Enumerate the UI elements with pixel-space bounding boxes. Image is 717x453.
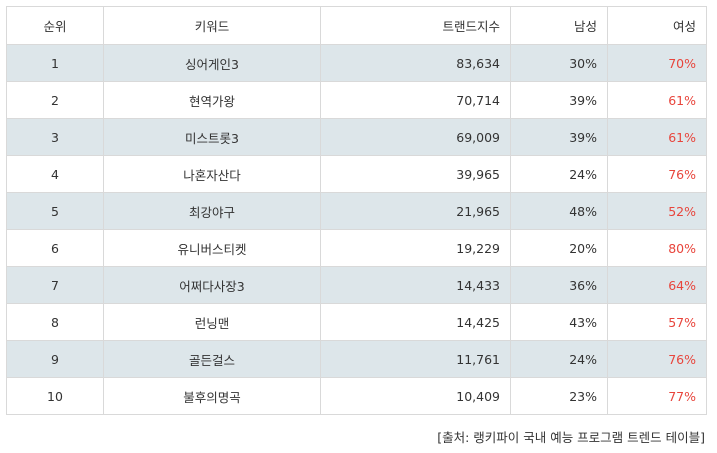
cell-female: 64% — [607, 266, 707, 304]
cell-male: 43% — [510, 303, 608, 341]
header-male: 남성 — [510, 6, 608, 45]
header-row: 순위 키워드 트랜드지수 남성 여성 — [6, 6, 707, 45]
table-row: 6 유니버스티켓 19,229 20% 80% — [6, 229, 707, 267]
cell-male: 20% — [510, 229, 608, 267]
table-row: 10 불후의명곡 10,409 23% 77% — [6, 377, 707, 415]
cell-male: 24% — [510, 340, 608, 378]
cell-keyword: 싱어게인3 — [103, 44, 321, 82]
table-row: 2 현역가왕 70,714 39% 61% — [6, 81, 707, 119]
trend-table: 순위 키워드 트랜드지수 남성 여성 1 싱어게인3 83,634 30% 70… — [6, 6, 707, 415]
cell-trend-index: 70,714 — [320, 81, 511, 119]
cell-rank: 6 — [6, 229, 104, 267]
cell-male: 39% — [510, 118, 608, 156]
cell-female: 76% — [607, 340, 707, 378]
cell-rank: 4 — [6, 155, 104, 193]
cell-trend-index: 14,433 — [320, 266, 511, 304]
table-row: 7 어쩌다사장3 14,433 36% 64% — [6, 266, 707, 304]
cell-rank: 5 — [6, 192, 104, 230]
cell-female: 57% — [607, 303, 707, 341]
cell-rank: 10 — [6, 377, 104, 415]
table-row: 9 골든걸스 11,761 24% 76% — [6, 340, 707, 378]
cell-male: 39% — [510, 81, 608, 119]
cell-rank: 8 — [6, 303, 104, 341]
cell-trend-index: 11,761 — [320, 340, 511, 378]
cell-keyword: 현역가왕 — [103, 81, 321, 119]
table-body: 1 싱어게인3 83,634 30% 70% 2 현역가왕 70,714 39%… — [6, 44, 707, 415]
cell-trend-index: 10,409 — [320, 377, 511, 415]
table-row: 1 싱어게인3 83,634 30% 70% — [6, 44, 707, 82]
table-row: 5 최강야구 21,965 48% 52% — [6, 192, 707, 230]
cell-rank: 3 — [6, 118, 104, 156]
cell-trend-index: 83,634 — [320, 44, 511, 82]
cell-trend-index: 19,229 — [320, 229, 511, 267]
cell-keyword: 유니버스티켓 — [103, 229, 321, 267]
cell-keyword: 나혼자산다 — [103, 155, 321, 193]
cell-rank: 9 — [6, 340, 104, 378]
table-row: 4 나혼자산다 39,965 24% 76% — [6, 155, 707, 193]
cell-male: 36% — [510, 266, 608, 304]
cell-keyword: 골든걸스 — [103, 340, 321, 378]
header-female: 여성 — [607, 6, 707, 45]
cell-female: 76% — [607, 155, 707, 193]
table-header: 순위 키워드 트랜드지수 남성 여성 — [6, 6, 707, 45]
cell-keyword: 불후의명곡 — [103, 377, 321, 415]
cell-male: 23% — [510, 377, 608, 415]
source-caption: [출처: 랭키파이 국내 예능 프로그램 트렌드 테이블] — [437, 430, 705, 445]
cell-female: 61% — [607, 81, 707, 119]
cell-female: 80% — [607, 229, 707, 267]
cell-keyword: 런닝맨 — [103, 303, 321, 341]
cell-trend-index: 69,009 — [320, 118, 511, 156]
cell-female: 77% — [607, 377, 707, 415]
cell-male: 24% — [510, 155, 608, 193]
trend-table-container: 순위 키워드 트랜드지수 남성 여성 1 싱어게인3 83,634 30% 70… — [6, 6, 707, 415]
cell-female: 61% — [607, 118, 707, 156]
cell-female: 52% — [607, 192, 707, 230]
cell-rank: 2 — [6, 81, 104, 119]
cell-keyword: 어쩌다사장3 — [103, 266, 321, 304]
cell-keyword: 최강야구 — [103, 192, 321, 230]
cell-trend-index: 14,425 — [320, 303, 511, 341]
cell-keyword: 미스트롯3 — [103, 118, 321, 156]
cell-rank: 7 — [6, 266, 104, 304]
cell-rank: 1 — [6, 44, 104, 82]
table-row: 8 런닝맨 14,425 43% 57% — [6, 303, 707, 341]
header-keyword: 키워드 — [103, 6, 321, 45]
cell-male: 48% — [510, 192, 608, 230]
header-trend-index: 트랜드지수 — [320, 6, 511, 45]
header-rank: 순위 — [6, 6, 104, 45]
cell-male: 30% — [510, 44, 608, 82]
cell-female: 70% — [607, 44, 707, 82]
cell-trend-index: 21,965 — [320, 192, 511, 230]
cell-trend-index: 39,965 — [320, 155, 511, 193]
table-row: 3 미스트롯3 69,009 39% 61% — [6, 118, 707, 156]
